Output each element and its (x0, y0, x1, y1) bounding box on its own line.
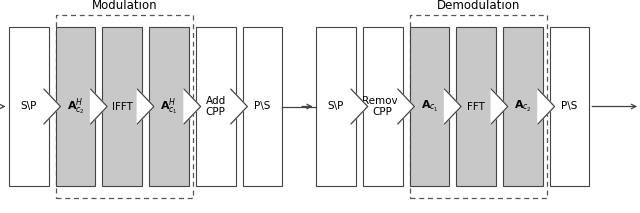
Text: FFT: FFT (467, 102, 485, 111)
Text: Add
CPP: Add CPP (205, 96, 226, 117)
Polygon shape (44, 89, 60, 124)
Bar (149, 27, 189, 186)
Bar (9, 27, 49, 186)
Bar (56, 27, 95, 186)
Text: $\mathbf{A}_{c_2}$: $\mathbf{A}_{c_2}$ (514, 99, 532, 114)
Polygon shape (231, 89, 248, 124)
Bar (243, 27, 282, 186)
Bar (550, 27, 589, 186)
Text: Remove
CPP: Remove CPP (362, 96, 404, 117)
Bar (363, 27, 403, 186)
Text: Modulation: Modulation (92, 0, 157, 12)
Text: S\P: S\P (20, 102, 37, 111)
Polygon shape (398, 89, 415, 124)
Polygon shape (91, 89, 108, 124)
Polygon shape (138, 89, 154, 124)
Text: Demodulation: Demodulation (436, 0, 520, 12)
Bar (503, 27, 543, 186)
Text: $\mathbf{A}^H_{c_1}$: $\mathbf{A}^H_{c_1}$ (160, 96, 178, 117)
Bar (102, 27, 142, 186)
Text: IFFT: IFFT (112, 102, 132, 111)
Polygon shape (351, 89, 367, 124)
Text: $\mathbf{A}_{c_1}$: $\mathbf{A}_{c_1}$ (420, 99, 438, 114)
Text: P\S: P\S (254, 102, 271, 111)
Bar (410, 27, 449, 186)
Text: S\P: S\P (328, 102, 344, 111)
Text: $\mathbf{A}^H_{c_2}$: $\mathbf{A}^H_{c_2}$ (67, 96, 84, 117)
Bar (456, 27, 496, 186)
Text: P\S: P\S (561, 102, 578, 111)
Bar (316, 27, 356, 186)
Polygon shape (492, 89, 508, 124)
Polygon shape (538, 89, 554, 124)
Polygon shape (184, 89, 201, 124)
Polygon shape (445, 89, 461, 124)
Bar (196, 27, 236, 186)
